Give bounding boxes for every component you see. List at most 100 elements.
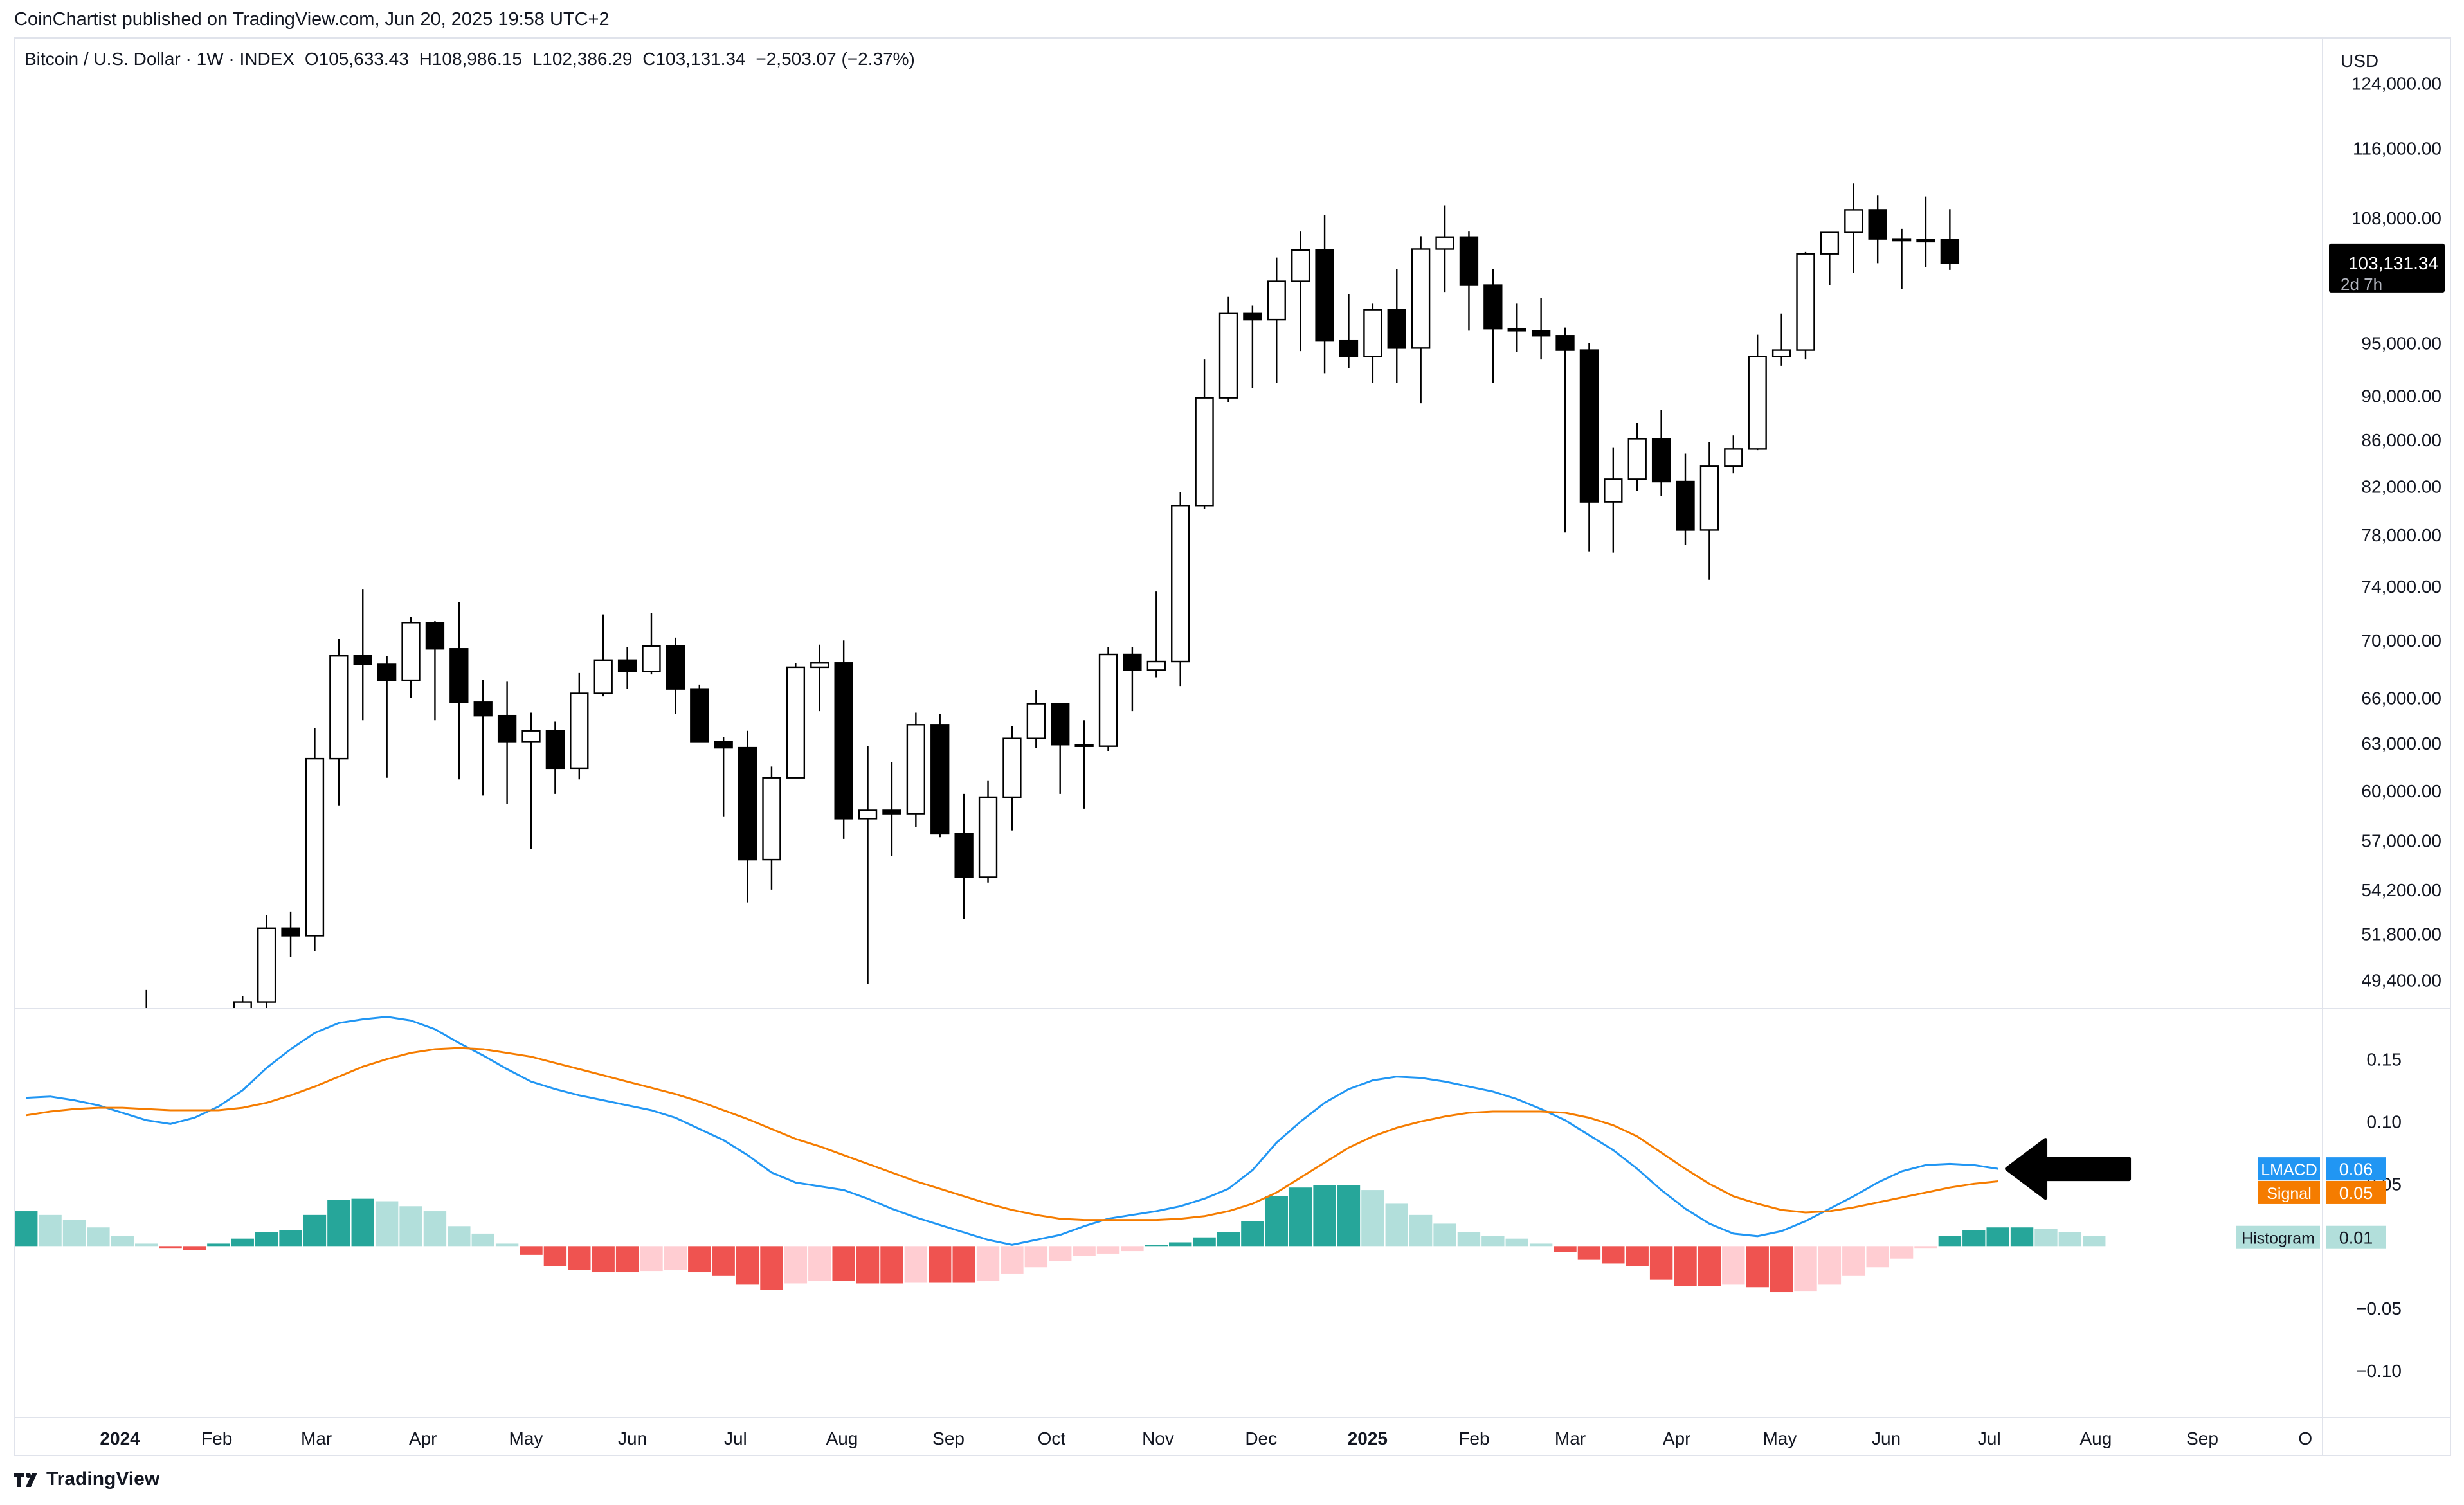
- candle-body-down: [425, 622, 445, 650]
- time-tick-label: Apr: [1663, 1428, 1691, 1448]
- candle-body-up: [762, 777, 781, 861]
- candle-body-up: [233, 1001, 252, 1008]
- histogram-bar: [976, 1246, 1000, 1281]
- histogram-label: Histogram: [2242, 1230, 2315, 1248]
- signal-line: [26, 1047, 1998, 1221]
- lmacd-badge-value: 0.06: [2339, 1160, 2373, 1179]
- candle-body-down: [138, 1095, 155, 1119]
- candle-body-up: [642, 645, 661, 672]
- price-tick-label: 124,000.00: [2351, 74, 2441, 94]
- candle-body-up: [593, 659, 613, 694]
- macd-tick-label: 0.15: [2367, 1050, 2402, 1070]
- histogram-value: 0.01: [2339, 1229, 2373, 1248]
- candle: [1051, 703, 1070, 794]
- time-tick-label: Mar: [1555, 1428, 1586, 1448]
- histogram-bar: [1217, 1232, 1240, 1247]
- legend-symbol[interactable]: Bitcoin / U.S. Dollar · 1W · INDEX: [24, 49, 295, 69]
- candle: [762, 766, 781, 890]
- candle: [1435, 205, 1454, 293]
- ohlc-legend: Bitcoin / U.S. Dollar · 1W · INDEX O105,…: [24, 49, 920, 69]
- candle-body-down: [281, 927, 300, 937]
- time-tick-label: Jul: [724, 1428, 747, 1448]
- candle: [1892, 228, 1912, 289]
- candle: [449, 602, 469, 780]
- candle: [1724, 435, 1743, 474]
- candle: [858, 746, 878, 984]
- price-tick-label: 95,000.00: [2361, 333, 2441, 353]
- legend-high: H108,986.15: [419, 49, 522, 69]
- candle-body-down: [1651, 438, 1671, 483]
- histogram-bar: [471, 1233, 494, 1247]
- candle-body-up: [1748, 356, 1767, 450]
- publisher-line: CoinChartist published on TradingView.co…: [14, 9, 610, 30]
- histogram-bar: [1096, 1246, 1120, 1254]
- time-tick-label: Aug: [826, 1428, 858, 1448]
- histogram-bar: [1457, 1232, 1481, 1247]
- candle: [954, 793, 974, 919]
- signal-badge-label: Signal: [2267, 1185, 2312, 1203]
- histogram-bar: [1529, 1243, 1553, 1247]
- candle: [377, 656, 397, 778]
- lmacd-badge-value-bg: [2326, 1157, 2386, 1181]
- histogram-bar: [543, 1246, 567, 1266]
- candle-body-up: [305, 757, 325, 937]
- candle: [1940, 209, 1960, 270]
- histogram-bar: [1385, 1203, 1408, 1247]
- candle-body-up: [1026, 703, 1046, 739]
- candle-body-down: [617, 659, 637, 672]
- candle: [1363, 303, 1382, 383]
- time-tick-label: Jul: [1978, 1428, 2001, 1448]
- histogram-badge: Histogram 0.01: [2236, 1225, 2386, 1249]
- candle: [1074, 720, 1094, 809]
- histogram-bar: [134, 1243, 158, 1247]
- candle-body-down: [1074, 744, 1094, 747]
- price-tick-label: 60,000.00: [2361, 781, 2441, 801]
- time-tick-label: May: [1762, 1428, 1797, 1448]
- signal-badge-label-bg: [2258, 1180, 2320, 1204]
- price-tick-label: 86,000.00: [2361, 430, 2441, 450]
- candle-body-down: [714, 741, 733, 749]
- time-tick-label: Sep: [2186, 1428, 2218, 1448]
- legend-open: O105,633.43: [304, 49, 409, 69]
- candle: [714, 737, 733, 817]
- lmacd-badge-label-bg: [2258, 1157, 2320, 1181]
- candle: [930, 714, 950, 838]
- histogram-bar: [1265, 1196, 1288, 1247]
- candle: [1146, 591, 1166, 678]
- candle: [1483, 269, 1503, 383]
- candle-body-up: [1291, 249, 1310, 282]
- histogram-bar: [2058, 1232, 2082, 1247]
- histogram-bar: [1649, 1246, 1673, 1280]
- tradingview-footer[interactable]: TradingView: [14, 1468, 159, 1490]
- histogram-bar: [1409, 1214, 1433, 1247]
- price-axis-currency[interactable]: USD: [2341, 51, 2378, 71]
- candlestick-series: [138, 183, 1960, 1148]
- histogram-bar: [1986, 1227, 2009, 1247]
- candle-body-down: [1555, 335, 1575, 351]
- candle: [233, 996, 252, 1008]
- candle-body-down: [1507, 327, 1526, 332]
- histogram-bar: [1121, 1246, 1144, 1252]
- candle-body-down: [666, 645, 685, 690]
- candle-body-up: [186, 1138, 203, 1148]
- candle: [593, 614, 613, 697]
- candle: [1868, 195, 1887, 264]
- histogram-bar: [1698, 1246, 1721, 1286]
- histogram-bar: [1193, 1237, 1216, 1247]
- price-tick-label: 90,000.00: [2361, 386, 2441, 406]
- histogram-bar: [1577, 1246, 1601, 1260]
- price-tick-label: 74,000.00: [2361, 577, 2441, 597]
- histogram-bar: [1433, 1223, 1456, 1247]
- time-tick-label: O: [2298, 1428, 2312, 1448]
- histogram-bar: [159, 1246, 182, 1249]
- macd-tick-label: −0.05: [2356, 1299, 2402, 1319]
- candle: [810, 644, 829, 712]
- candle-body-up: [978, 796, 998, 878]
- candle: [425, 621, 445, 721]
- candle: [786, 663, 806, 779]
- candle: [257, 915, 276, 1008]
- candle: [1267, 257, 1286, 383]
- histogram-bar: [1962, 1230, 1986, 1247]
- candle-body-down: [882, 809, 901, 815]
